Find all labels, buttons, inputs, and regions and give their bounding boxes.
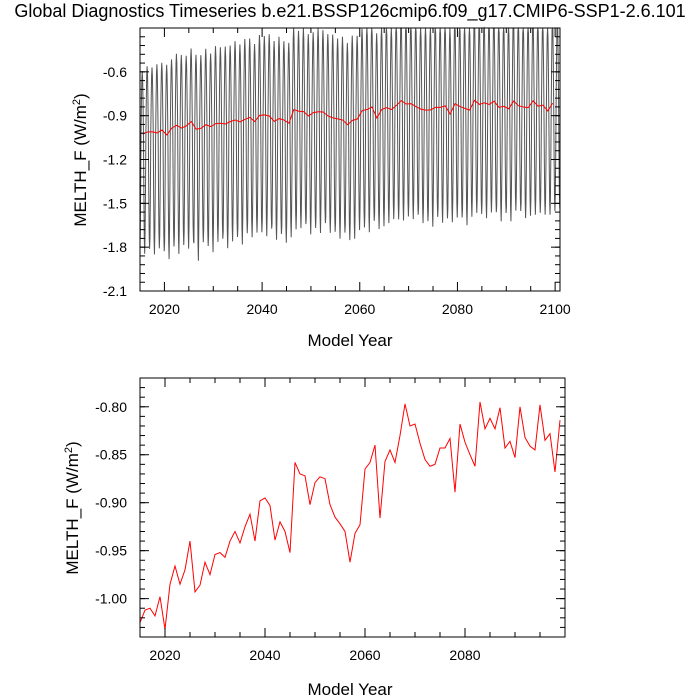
top-x-tick-label: 2040 [247, 301, 278, 317]
top-y-axis-label: MELTH_F (W/m2) [71, 93, 90, 226]
bottom-x-tick-label: 2020 [149, 647, 180, 663]
top-y-tick-label: -0.6 [103, 64, 127, 80]
bottom-series-layer [139, 401, 561, 630]
bottom-y-tick-label: -0.85 [95, 447, 127, 463]
top-chart-panel: 2020 2040 2060 2080 2100 -2.1 -1.8 -1.5 -1.2 -0.9… [71, 26, 571, 350]
top-ticks-layer: 2020 2040 2060 2080 2100 -2.1 -1.8 -1.5 -1.2 -0.9… [103, 27, 571, 317]
top-annual-mean-line [142, 99, 554, 136]
bottom-y-tick-label: -1.00 [95, 591, 127, 607]
bottom-plot-frame [139, 377, 566, 638]
bottom-x-tick-label: 2060 [349, 647, 380, 663]
top-x-axis-label: Model Year [307, 331, 392, 350]
top-y-tick-label: -2.1 [103, 283, 127, 299]
bottom-chart-panel: 2020 2040 2060 2080 -1.00 -0.95 -0.90 -0.85 -0.8… [63, 377, 566, 699]
bottom-ticks-layer: 2020 2040 2060 2080 -1.00 -0.95 -0.90 -0.85 -0.8… [95, 377, 565, 663]
bottom-x-axis-label: Model Year [307, 680, 392, 699]
bottom-y-tick-label: -0.90 [95, 495, 127, 511]
top-series-layer [139, 26, 561, 261]
top-x-tick-label: 2060 [344, 301, 375, 317]
top-x-tick-label: 2100 [540, 301, 571, 317]
bottom-x-tick-label: 2080 [449, 647, 480, 663]
top-y-tick-label: -0.9 [103, 108, 127, 124]
top-monthly-series-line [139, 26, 561, 261]
top-y-tick-label: -1.5 [103, 195, 127, 211]
bottom-y-axis-label: MELTH_F (W/m2) [63, 441, 82, 574]
figure-title: Global Diagnostics Timeseries b.e21.BSSP… [14, 1, 686, 21]
top-x-tick-label: 2020 [149, 301, 180, 317]
bottom-annual-mean-line [139, 401, 561, 630]
top-x-tick-label: 2080 [442, 301, 473, 317]
top-y-tick-label: -1.8 [103, 239, 127, 255]
bottom-y-tick-label: -0.80 [95, 399, 127, 415]
top-y-tick-label: -1.2 [103, 152, 127, 168]
bottom-y-tick-label: -0.95 [95, 543, 127, 559]
bottom-x-tick-label: 2040 [249, 647, 280, 663]
